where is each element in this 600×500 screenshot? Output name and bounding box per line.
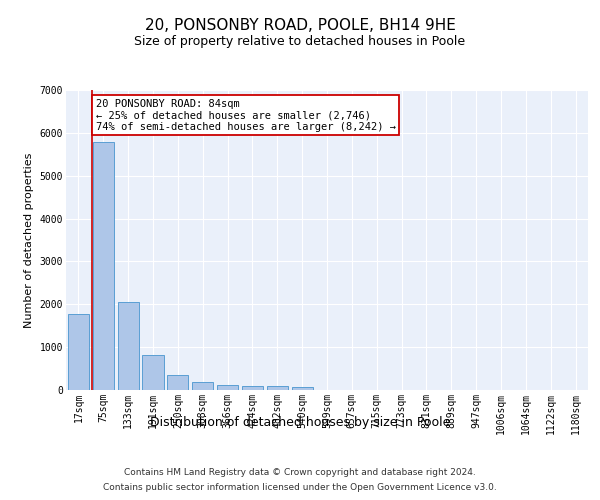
Text: Contains public sector information licensed under the Open Government Licence v3: Contains public sector information licen… xyxy=(103,483,497,492)
Text: Size of property relative to detached houses in Poole: Size of property relative to detached ho… xyxy=(134,35,466,48)
Text: Contains HM Land Registry data © Crown copyright and database right 2024.: Contains HM Land Registry data © Crown c… xyxy=(124,468,476,477)
Text: 20, PONSONBY ROAD, POOLE, BH14 9HE: 20, PONSONBY ROAD, POOLE, BH14 9HE xyxy=(145,18,455,32)
Bar xyxy=(118,302,139,390)
Bar xyxy=(267,386,288,390)
Bar xyxy=(142,355,164,390)
Bar xyxy=(167,376,188,390)
Bar xyxy=(242,386,263,390)
Text: 20 PONSONBY ROAD: 84sqm
← 25% of detached houses are smaller (2,746)
74% of semi: 20 PONSONBY ROAD: 84sqm ← 25% of detache… xyxy=(96,98,396,132)
Bar xyxy=(192,382,213,390)
Y-axis label: Number of detached properties: Number of detached properties xyxy=(24,152,34,328)
Bar xyxy=(68,314,89,390)
Text: Distribution of detached houses by size in Poole: Distribution of detached houses by size … xyxy=(150,416,450,429)
Bar xyxy=(217,385,238,390)
Bar xyxy=(292,386,313,390)
Bar xyxy=(93,142,114,390)
